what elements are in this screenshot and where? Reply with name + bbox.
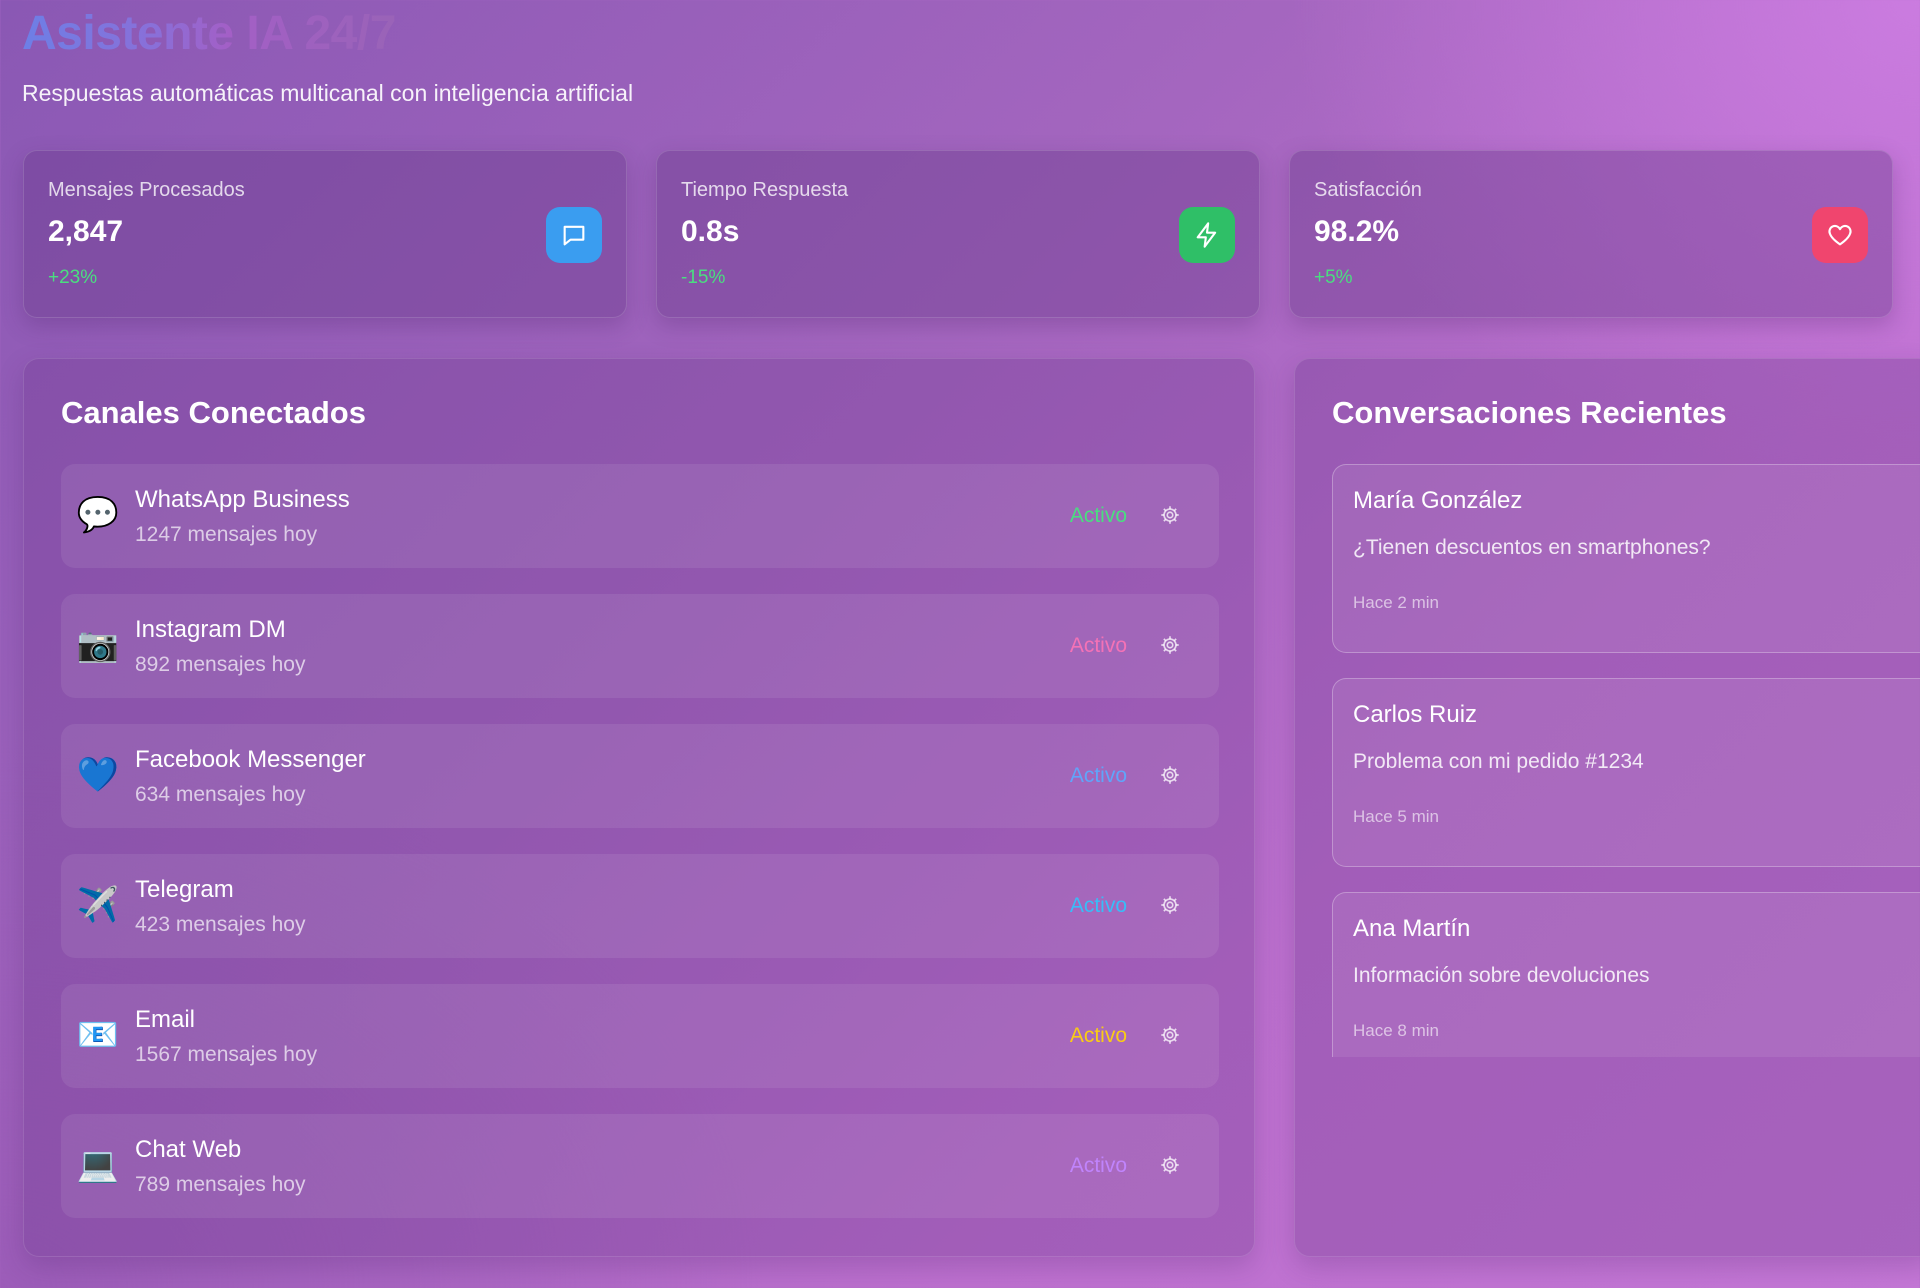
channel-status: Activo: [1069, 634, 1127, 657]
channel-count: 634 mensajes hoy: [135, 783, 306, 806]
channel-count: 423 mensajes hoy: [135, 913, 306, 936]
channel-name: Facebook Messenger: [135, 746, 366, 773]
channel-name: Instagram DM: [135, 616, 286, 643]
stat-change: +5%: [1314, 267, 1353, 288]
channel-item-telegram[interactable]: ✈️ Telegram 423 mensajes hoy Activo: [61, 854, 1219, 958]
gear-icon[interactable]: [1157, 762, 1183, 788]
channel-status: Activo: [1069, 1154, 1127, 1177]
gear-icon[interactable]: [1157, 502, 1183, 528]
conversation-name: Ana Martín: [1353, 915, 1471, 942]
conversation-item[interactable]: María González ¿Tienen descuentos en sma…: [1332, 464, 1920, 653]
channel-status: Activo: [1069, 764, 1127, 787]
stat-label: Mensajes Procesados: [48, 179, 245, 201]
gear-icon[interactable]: [1157, 1152, 1183, 1178]
channel-name: Email: [135, 1006, 196, 1033]
conversation-item[interactable]: Ana Martín Información sobre devolucione…: [1332, 892, 1920, 1057]
channel-name: Telegram: [135, 876, 234, 903]
channel-name: Chat Web: [135, 1136, 242, 1163]
conversation-time: Hace 2 min: [1353, 593, 1439, 612]
stat-value: 2,847: [48, 215, 124, 248]
app-title: Asistente IA 24/7: [22, 6, 633, 62]
stat-change: +23%: [48, 267, 98, 288]
blue-heart-icon: 💙: [76, 756, 120, 794]
channel-count: 1567 mensajes hoy: [135, 1043, 318, 1066]
stat-card-satisfaction: Satisfacción 98.2% +5%: [1289, 150, 1893, 318]
lightning-bolt-icon: [1179, 207, 1235, 263]
conversation-name: María González: [1353, 487, 1523, 514]
camera-icon: 📷: [76, 626, 120, 664]
conversation-item[interactable]: Carlos Ruiz Problema con mi pedido #1234…: [1332, 678, 1920, 867]
channels-title: Canales Conectados: [61, 395, 366, 430]
airplane-icon: ✈️: [76, 886, 120, 924]
laptop-icon: 💻: [76, 1146, 120, 1184]
channels-panel: Canales Conectados 💬 WhatsApp Business 1…: [23, 358, 1255, 1257]
conversation-message: Problema con mi pedido #1234: [1353, 750, 1644, 773]
stat-label: Satisfacción: [1314, 179, 1422, 201]
app-subtitle: Respuestas automáticas multicanal con in…: [22, 80, 634, 106]
stats-row: Mensajes Procesados 2,847 +23% Tiempo Re…: [23, 150, 1895, 318]
channel-count: 789 mensajes hoy: [135, 1173, 306, 1196]
heart-icon: [1812, 207, 1868, 263]
conversation-message: Información sobre devoluciones: [1353, 964, 1650, 987]
channel-item-instagram[interactable]: 📷 Instagram DM 892 mensajes hoy Activo: [61, 594, 1219, 698]
stat-change: -15%: [681, 267, 726, 288]
speech-bubble-icon: 💬: [76, 496, 120, 534]
conversation-name: Carlos Ruiz: [1353, 701, 1478, 728]
channel-status: Activo: [1069, 1024, 1127, 1047]
conversation-message: ¿Tienen descuentos en smartphones?: [1353, 536, 1711, 559]
channel-status: Activo: [1069, 504, 1127, 527]
chat-bubble-icon: [546, 207, 602, 263]
channel-status: Activo: [1069, 894, 1127, 917]
page-header: Asistente IA 24/7 Respuestas automáticas…: [22, 6, 633, 107]
conversations-panel: Conversaciones Recientes María González …: [1294, 358, 1920, 1257]
channel-item-facebook[interactable]: 💙 Facebook Messenger 634 mensajes hoy Ac…: [61, 724, 1219, 828]
channel-item-chat-web[interactable]: 💻 Chat Web 789 mensajes hoy Activo: [61, 1114, 1219, 1218]
gear-icon[interactable]: [1157, 632, 1183, 658]
stat-value: 0.8s: [681, 215, 740, 248]
channel-item-whatsapp[interactable]: 💬 WhatsApp Business 1247 mensajes hoy Ac…: [61, 464, 1219, 568]
channel-count: 892 mensajes hoy: [135, 653, 306, 676]
stat-card-response-time: Tiempo Respuesta 0.8s -15%: [656, 150, 1260, 318]
conversation-time: Hace 5 min: [1353, 807, 1439, 826]
gear-icon[interactable]: [1157, 892, 1183, 918]
stat-value: 98.2%: [1314, 215, 1400, 248]
conversations-title: Conversaciones Recientes: [1332, 395, 1727, 430]
channel-name: WhatsApp Business: [135, 486, 350, 513]
stat-card-messages: Mensajes Procesados 2,847 +23%: [23, 150, 627, 318]
channel-count: 1247 mensajes hoy: [135, 523, 318, 546]
stat-label: Tiempo Respuesta: [681, 179, 849, 201]
gear-icon[interactable]: [1157, 1022, 1183, 1048]
envelope-icon: 📧: [76, 1016, 120, 1054]
channel-item-email[interactable]: 📧 Email 1567 mensajes hoy Activo: [61, 984, 1219, 1088]
conversation-time: Hace 8 min: [1353, 1021, 1439, 1040]
